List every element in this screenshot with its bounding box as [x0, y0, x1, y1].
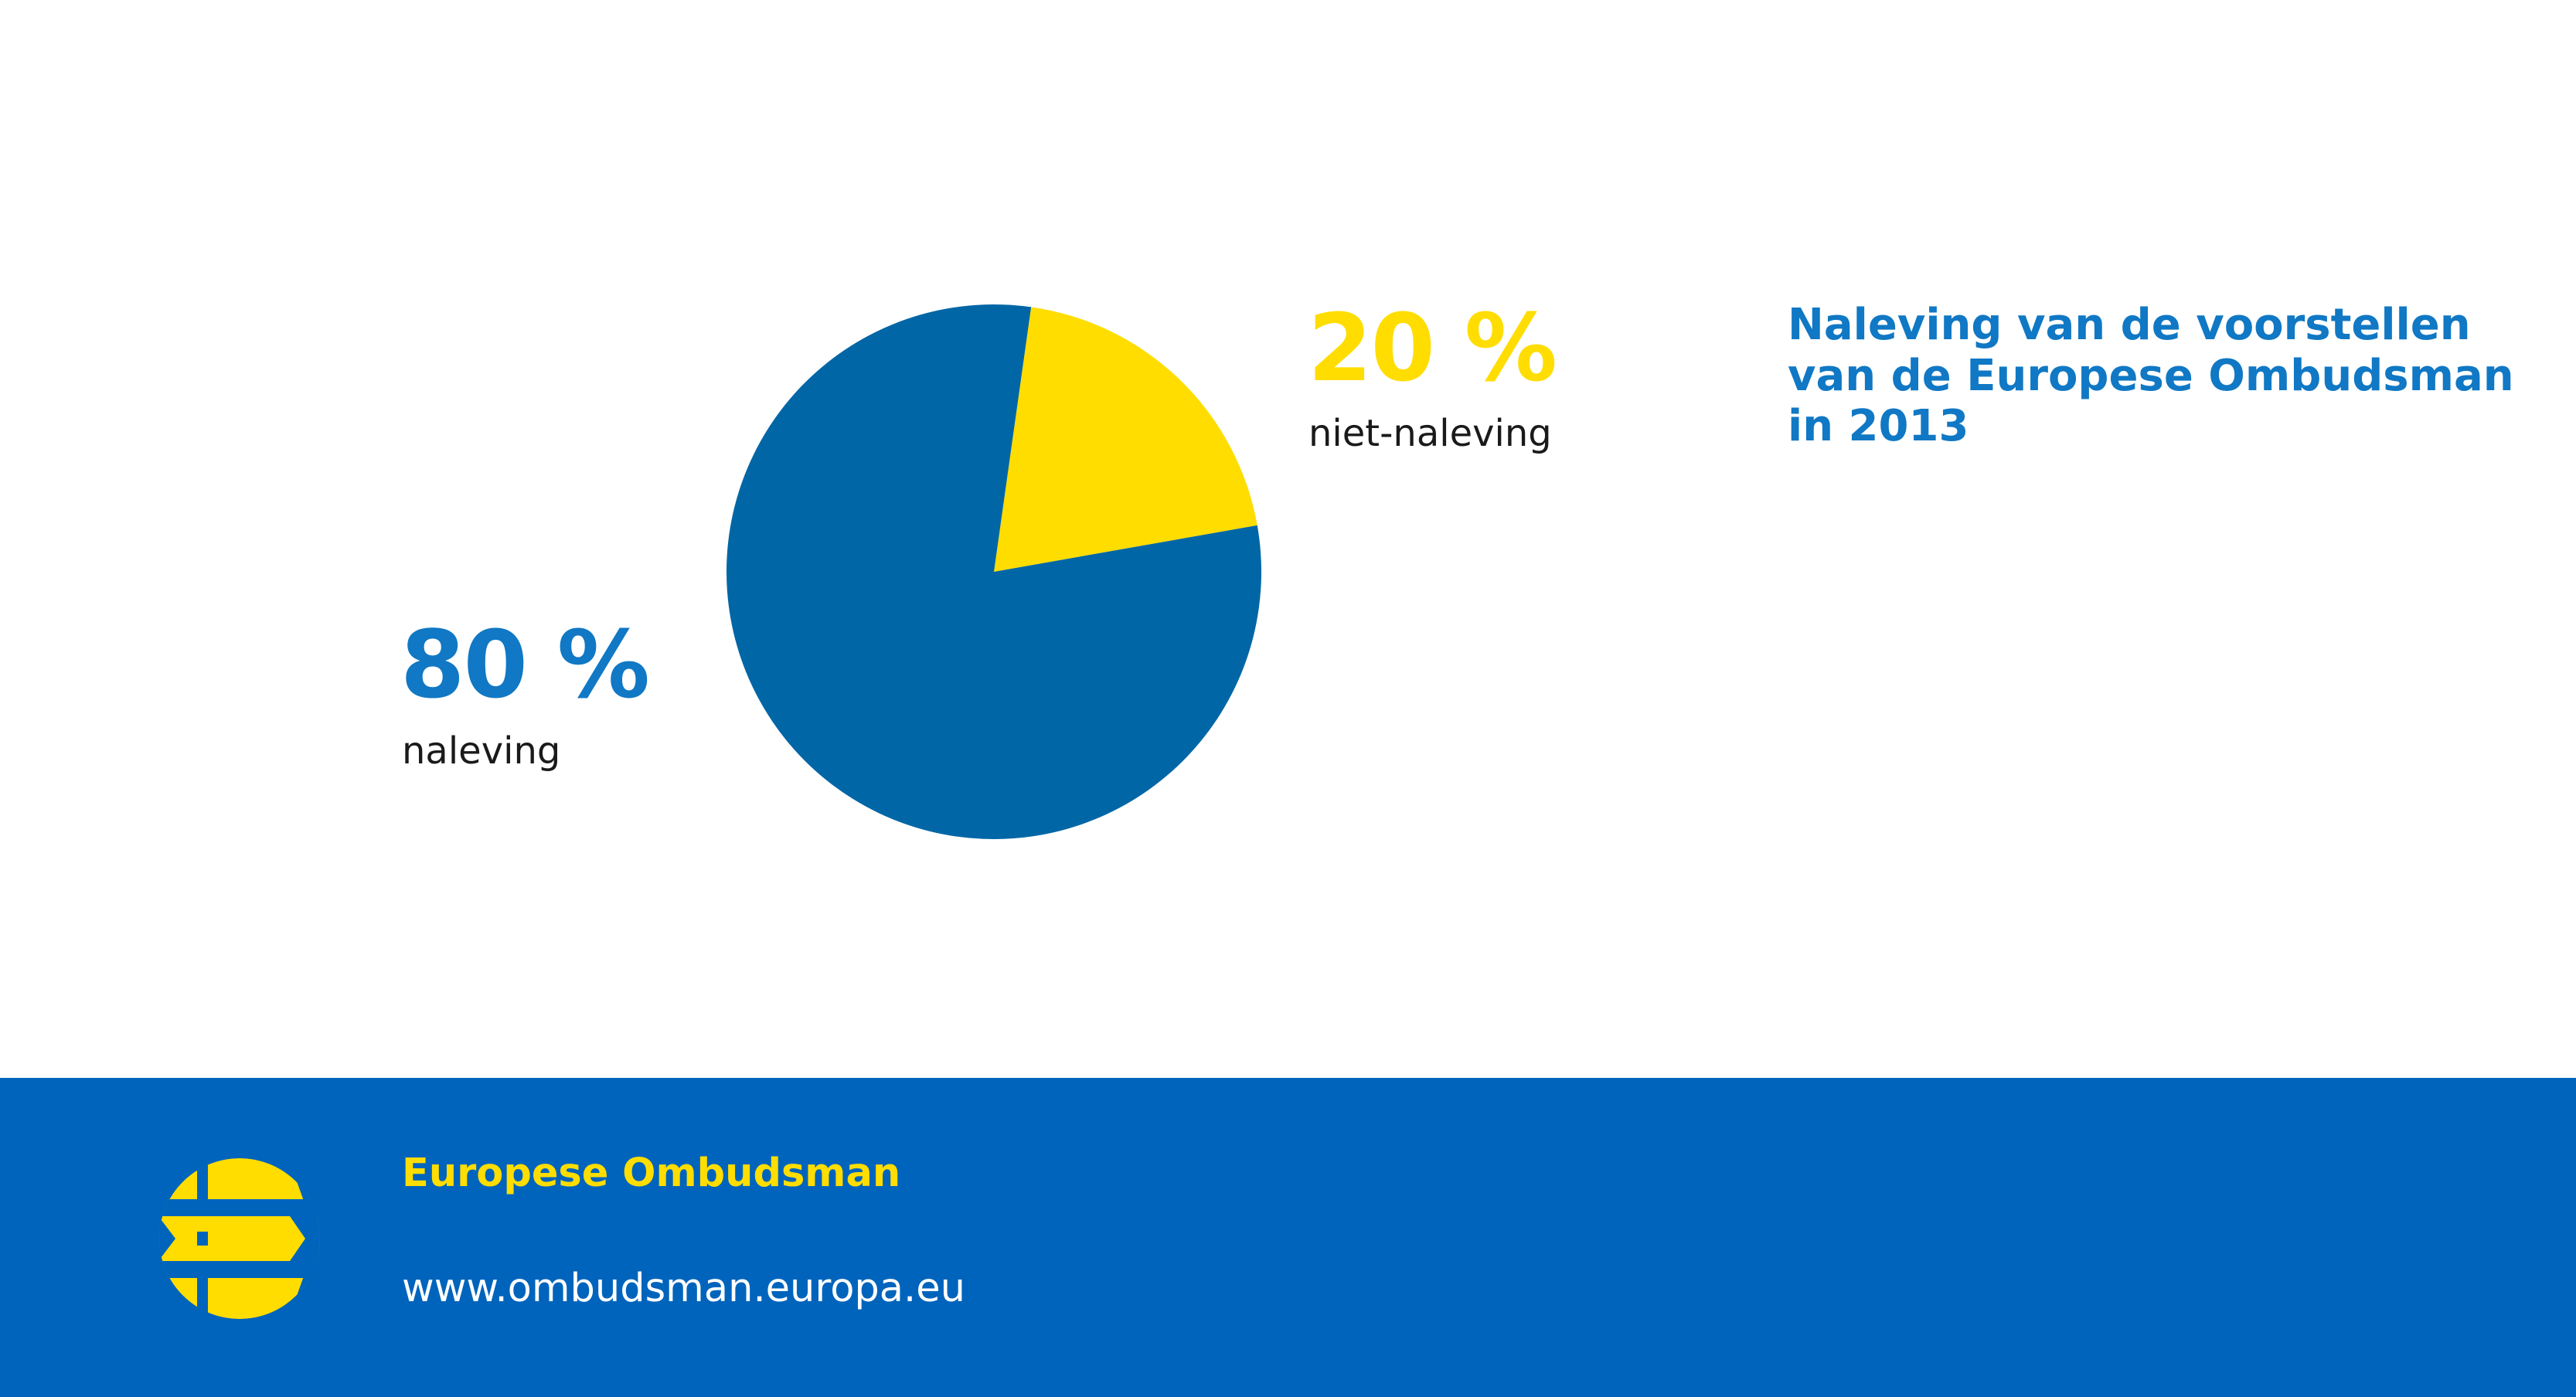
organization-name: Europese Ombudsman — [402, 1151, 901, 1196]
pie-chart — [726, 304, 1262, 840]
noncompliance-category-label: niet-naleving — [1308, 412, 1552, 455]
noncompliance-slice — [994, 307, 1257, 572]
chart-title: Naleving van de voorstellen van de Europ… — [1788, 300, 2514, 452]
compliance-percentage-label: 80 % — [400, 612, 650, 719]
compliance-category-label: naleving — [402, 729, 561, 773]
footer-bar — [0, 1078, 2576, 1397]
compliance-slice — [726, 304, 1262, 840]
noncompliance-percentage-label: 20 % — [1308, 295, 1557, 403]
organization-website-link[interactable]: www.ombudsman.europa.eu — [402, 1266, 965, 1311]
european-ombudsman-logo-icon — [159, 1158, 320, 1319]
